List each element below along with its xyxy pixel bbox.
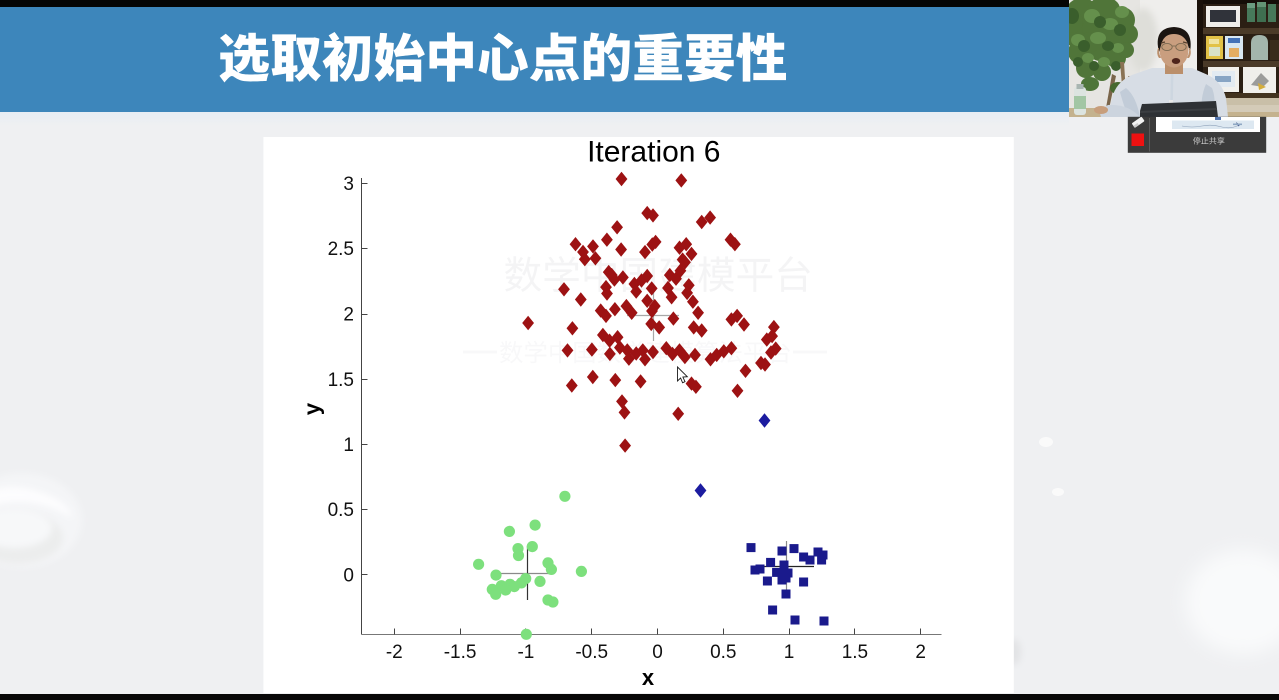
svg-text:-2: -2 [386, 642, 403, 663]
svg-text:2: 2 [343, 305, 354, 326]
svg-text:0.5: 0.5 [328, 500, 354, 521]
svg-text:1.5: 1.5 [842, 642, 868, 663]
svg-text:0.5: 0.5 [710, 642, 736, 663]
svg-text:0: 0 [652, 642, 663, 663]
svg-text:2: 2 [915, 642, 926, 663]
svg-text:1.5: 1.5 [328, 370, 354, 391]
svg-text:-0.5: -0.5 [575, 642, 608, 663]
svg-text:Iteration 6: Iteration 6 [587, 136, 720, 169]
svg-text:2.5: 2.5 [328, 239, 354, 260]
svg-text:-1: -1 [517, 642, 534, 663]
svg-text:-1.5: -1.5 [444, 642, 477, 663]
svg-text:1: 1 [784, 642, 795, 663]
svg-text:y: y [300, 402, 325, 415]
svg-text:3: 3 [343, 174, 354, 195]
svg-text:x: x [642, 665, 655, 690]
svg-text:0: 0 [343, 566, 354, 587]
svg-text:1: 1 [343, 435, 354, 456]
